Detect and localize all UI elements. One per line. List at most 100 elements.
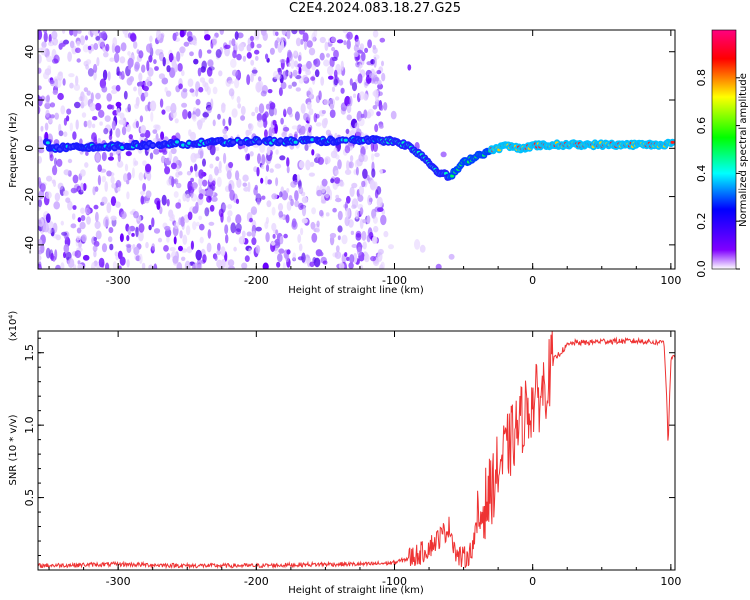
spectrogram-noise-mark	[117, 187, 121, 192]
spectrogram-noise-mark	[256, 82, 261, 93]
spectrogram-noise-mark	[285, 253, 290, 263]
spectrogram-noise-mark	[75, 47, 81, 54]
spectrogram-noise-mark	[86, 120, 92, 126]
spectrogram-noise-mark	[346, 103, 352, 114]
spectrogram-noise-mark	[368, 197, 373, 203]
colorbar-label: Normalized spectral amplitude	[738, 73, 749, 227]
spectrogram-noise-mark	[60, 262, 65, 269]
spectrogram-noise-mark	[84, 162, 89, 168]
spectrogram-noise-mark	[374, 152, 380, 158]
spectrogram-noise-mark	[303, 112, 309, 121]
spectrogram-noise-mark	[165, 105, 172, 112]
spectrogram-noise-mark	[349, 78, 353, 86]
spectrogram-noise-mark	[376, 196, 383, 208]
spectrogram-noise-mark	[304, 143, 309, 151]
spectrogram-noise-mark	[236, 53, 242, 61]
spectrogram-noise-mark	[109, 57, 115, 62]
spectrogram-noise-mark	[101, 151, 107, 162]
spectrogram-noise-mark	[38, 105, 41, 115]
spectrogram-noise-mark	[318, 90, 322, 101]
spectrogram-noise-mark	[69, 40, 75, 49]
spectrogram-noise-mark	[98, 257, 105, 268]
spectrogram-noise-mark	[223, 152, 227, 164]
spectrogram-noise-mark	[67, 158, 73, 164]
spectrogram-xlabel: Height of straight line (km)	[288, 285, 424, 296]
spectrogram-noise-mark	[54, 157, 57, 167]
spectrogram-noise-mark	[227, 259, 235, 267]
spectrogram-noise-mark	[38, 217, 44, 227]
spectrogram-noise-mark	[80, 169, 86, 177]
spectrogram-noise-mark	[111, 120, 116, 131]
colorbar-tick-label: 0.4	[695, 165, 708, 183]
spectrogram-noise-mark	[195, 98, 201, 106]
spectrogram-noise-mark	[139, 253, 143, 264]
spectrogram-noise-mark	[253, 187, 258, 196]
spectrogram-noise-mark	[260, 90, 267, 97]
spectrogram-noise-mark	[127, 57, 134, 68]
spectrogram-noise-mark	[202, 254, 207, 263]
spectrogram-noise-mark	[379, 169, 383, 175]
spectrogram-noise-mark	[184, 260, 191, 269]
spectrogram-xtick-label: 100	[660, 274, 681, 287]
spectrogram-noise-mark	[169, 247, 176, 252]
spectrogram-noise-mark	[333, 147, 338, 155]
spectrogram-noise-mark	[159, 51, 164, 62]
spectrogram-noise-mark	[38, 263, 42, 269]
spectrogram-noise-mark	[294, 190, 299, 201]
spectrogram-noise-mark	[435, 263, 442, 269]
spectrogram-noise-mark	[179, 230, 183, 239]
spectrogram-noise-mark	[333, 78, 338, 86]
spectrogram-noise-mark	[198, 86, 204, 93]
spectrogram-noise-mark	[346, 114, 352, 121]
spectrogram-noise-mark	[388, 244, 394, 250]
spectrogram-noise-mark	[376, 111, 381, 117]
spectrogram-noise-mark	[218, 208, 224, 218]
spectrogram-noise-mark	[69, 122, 74, 132]
colorbar-gradient	[711, 29, 737, 270]
spectrogram-noise-mark	[390, 110, 397, 120]
spectrogram-noise-mark	[156, 200, 161, 210]
spectrogram-noise-mark	[127, 51, 131, 56]
spectrogram-noise-mark	[319, 52, 325, 61]
spectrogram-noise-mark	[335, 96, 340, 101]
snr-series-line	[38, 331, 675, 570]
spectrogram-xtick-label: -300	[106, 274, 131, 287]
spectrogram-noise-mark	[211, 196, 218, 202]
spectrogram-ridge-core	[120, 145, 125, 150]
spectrogram-noise-mark	[92, 245, 98, 252]
spectrogram-noise-mark	[63, 251, 66, 259]
spectrogram-noise-mark	[228, 183, 232, 192]
spectrogram-noise-mark	[331, 86, 336, 93]
spectrogram-noise-mark	[153, 263, 158, 269]
spectrogram-noise-mark	[224, 46, 231, 57]
spectrogram-noise-mark	[153, 228, 161, 234]
spectrogram-noise-mark	[263, 118, 268, 128]
spectrogram-noise-mark	[142, 182, 147, 192]
colorbar-tick-label: 0.0	[695, 260, 708, 278]
spectrogram-noise-mark	[43, 31, 48, 43]
spectrogram-noise-mark	[43, 221, 50, 233]
spectrogram-noise-mark	[138, 50, 144, 59]
colorbar: 0.0 0.2 0.4 0.6 0.8 Normalized spectral ampl…	[695, 29, 749, 278]
spectrogram-noise-mark	[116, 66, 120, 76]
spectrogram-noise-mark	[351, 204, 357, 209]
spectrogram-noise-mark	[93, 204, 99, 210]
spectrogram-noise-mark	[246, 44, 252, 52]
spectrogram-noise-mark	[101, 196, 108, 205]
spectrogram-noise-mark	[125, 151, 132, 157]
spectrogram-noise-mark	[218, 160, 222, 171]
spectrogram-noise-mark	[204, 34, 211, 41]
spectrogram-noise-mark	[283, 126, 290, 132]
spectrogram-noise-mark	[71, 213, 76, 220]
spectrogram-noise-mark	[283, 233, 288, 239]
spectrogram-noise-mark	[52, 89, 58, 95]
spectrogram-noise-mark	[202, 158, 206, 167]
spectrogram-noise-mark	[149, 152, 154, 160]
spectrogram-noise-mark	[75, 119, 79, 130]
spectrogram-noise-mark	[373, 225, 379, 233]
spectrogram-noise-mark	[354, 209, 360, 220]
spectrogram-noise-mark	[306, 90, 311, 96]
spectrogram-noise-mark	[295, 75, 302, 80]
spectrogram-noise-mark	[39, 183, 46, 192]
spectrogram-noise-mark	[320, 76, 325, 86]
